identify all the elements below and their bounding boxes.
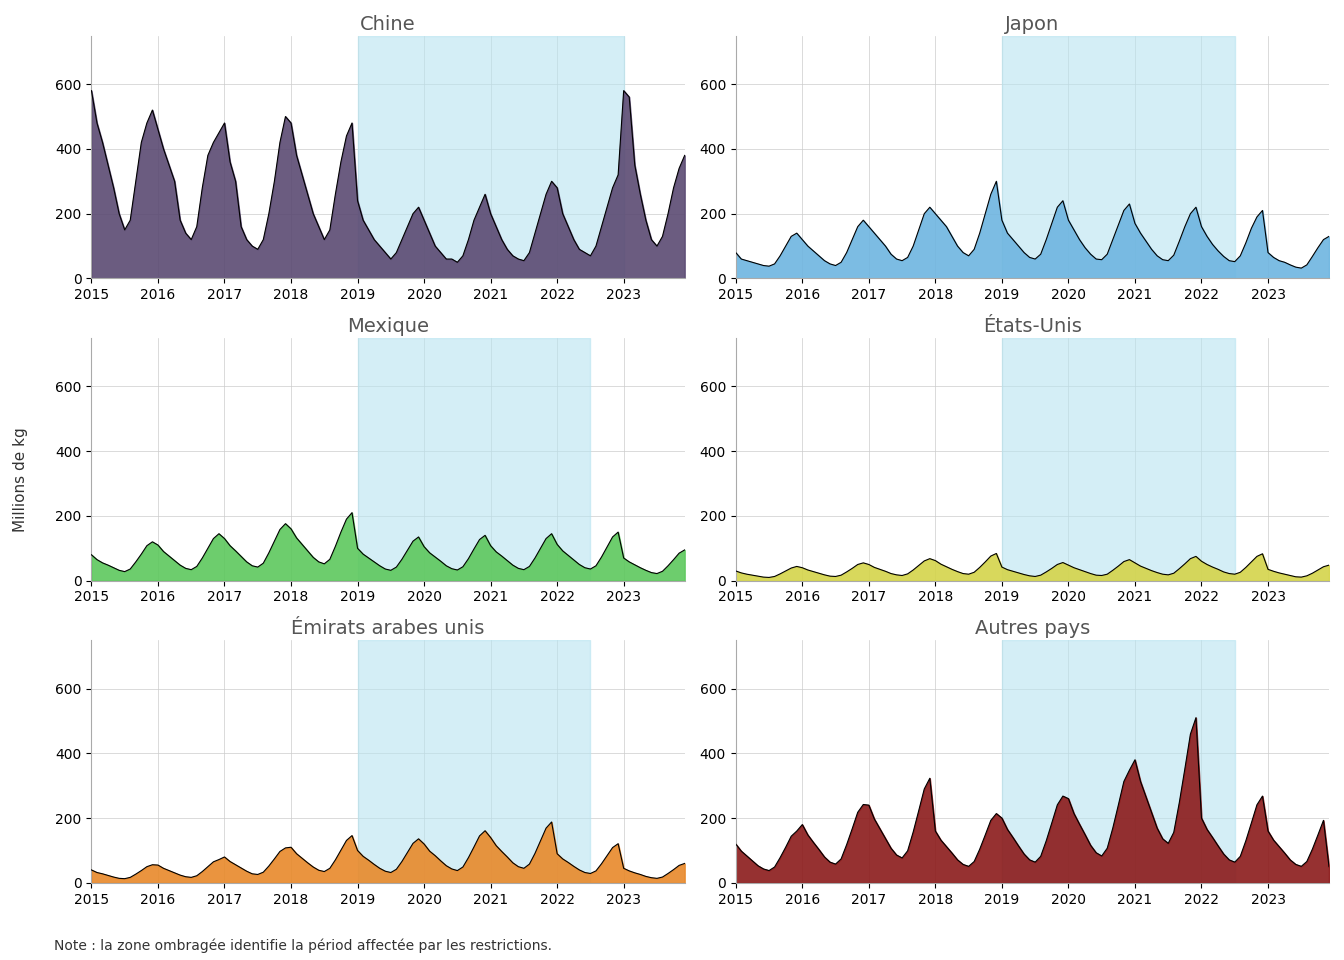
Title: Chine: Chine	[360, 15, 415, 34]
Text: Millions de kg: Millions de kg	[13, 427, 28, 533]
Text: Note : la zone ombragée identifie la périod affectée par les restrictions.: Note : la zone ombragée identifie la pér…	[54, 939, 552, 953]
Bar	[1001, 338, 1235, 581]
Title: Japon: Japon	[1005, 15, 1059, 34]
Bar	[358, 338, 590, 581]
Bar	[358, 36, 624, 278]
Title: Autres pays: Autres pays	[974, 619, 1090, 638]
Bar	[1001, 36, 1235, 278]
Title: Mexique: Mexique	[347, 317, 429, 336]
Title: Émirats arabes unis: Émirats arabes unis	[292, 619, 485, 638]
Bar	[358, 640, 590, 883]
Title: États-Unis: États-Unis	[982, 317, 1082, 336]
Bar	[1001, 640, 1235, 883]
